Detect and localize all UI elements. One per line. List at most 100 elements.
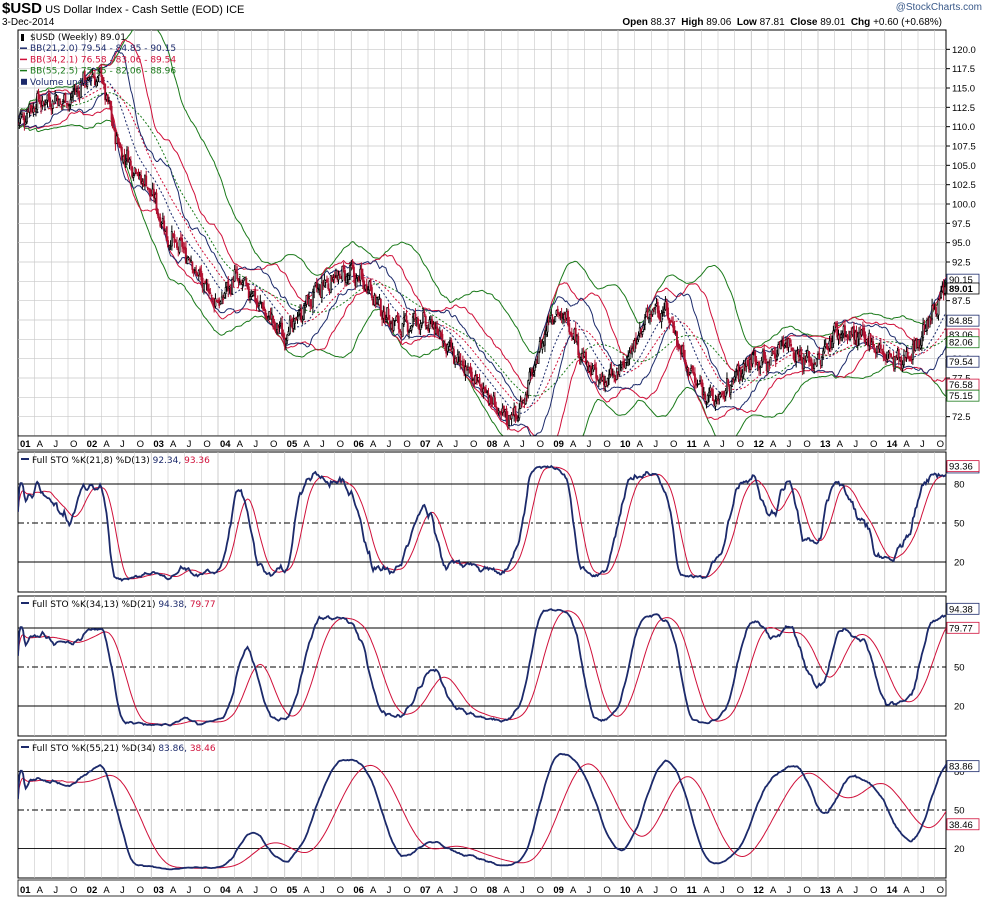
candle-body [395,316,398,322]
value-tag-box [946,389,980,402]
legend-swatch-price [21,34,24,41]
x-year-label: 01 [20,885,31,896]
x-month-label: O [537,439,544,450]
x-month-label: O [270,885,277,896]
candle-body [524,394,527,405]
candle-body [682,345,685,353]
candle-body [109,100,112,109]
candle-body [100,67,103,77]
candle-body [178,239,181,253]
candle-body [73,88,76,90]
open-value: 88.37 [650,17,676,28]
candle-body [427,327,430,332]
bb55-middle-band [18,91,946,397]
candle-body [484,388,487,394]
candle-body [596,376,599,380]
candle-body [37,91,40,100]
x-month-label: J [320,439,325,450]
close-label: Close [790,17,818,28]
candle-body [692,371,695,375]
candle-body [633,340,636,353]
candle-body [113,128,116,131]
candle-body [163,220,166,229]
candle-body [769,356,772,366]
candle-body [650,313,653,317]
x-year-label: 12 [753,439,764,450]
x-month-label: A [37,439,44,450]
candle-body [343,270,346,281]
x-month-label: J [653,439,658,450]
candle-body [267,315,269,318]
candle-body [584,351,587,365]
candle-body [792,352,795,360]
candle-body [345,276,348,284]
x-month-label: A [503,885,510,896]
candle-body [246,282,249,288]
candle-body [156,208,159,216]
x-year-label: 08 [487,885,498,896]
x-axis-strip [17,879,947,897]
candle-body [777,344,780,355]
candle-body [599,378,602,383]
candle-body [849,331,852,340]
x-month-label: A [903,439,910,450]
candle-body [570,334,573,337]
candle-body [254,288,257,302]
candle-body [495,406,498,409]
x-year-label: 05 [287,439,298,450]
candle-body [805,355,808,361]
candle-body [155,192,158,211]
chg-label: Chg [850,17,871,28]
candle-body [881,348,884,351]
x-month-label: O [937,439,944,450]
x-month-label: A [770,439,777,450]
candle-body [370,287,373,298]
candle-body [332,277,335,281]
candle-body [304,305,307,309]
stoch-value-tag-box [946,602,980,615]
candle-body [410,325,413,331]
candle-body [768,364,771,368]
candle-body [193,269,196,271]
candle-body [215,300,218,302]
candle-body [376,297,378,304]
candle-body [546,321,549,333]
candle-body [800,349,803,361]
candle-body [802,358,805,370]
candle-body [782,339,785,348]
candle-body [419,323,422,330]
candle-body [787,338,790,348]
brand-watermark: @StockCharts.com [895,2,982,13]
stoch-legend: Full STO %K(55,21) %D(34) 83.86, 38.46 [32,744,216,754]
candle-body [442,340,445,344]
candle-body [508,415,510,426]
y-tick-label: 100.0 [952,200,976,211]
bb21-middle-band [18,79,946,414]
candle-body [292,320,295,329]
candle-body [646,311,649,317]
candle-body [288,319,291,335]
x-month-label: O [870,885,877,896]
candle-body [317,287,319,290]
candle-body [211,298,214,301]
candle-body [832,330,835,344]
candle-body [20,114,23,117]
candle-body [510,414,513,420]
x-year-label: 06 [353,439,364,450]
x-year-label: 10 [620,439,631,450]
candle-body [711,389,714,401]
y-tick-label: 105.0 [952,161,976,172]
panel-frame-s2 [17,595,947,737]
candle-body [401,323,404,337]
chart-date: 3-Dec-2014 [2,17,55,28]
candle-body [643,317,646,326]
candle-body [320,282,323,298]
x-month-label: O [470,439,477,450]
candle-body [222,298,225,300]
candle-body [528,371,531,384]
x-month-label: O [603,439,610,450]
x-year-label: 08 [487,439,498,450]
candle-body [672,322,675,328]
candle-body [131,166,134,177]
candle-body [900,357,903,369]
